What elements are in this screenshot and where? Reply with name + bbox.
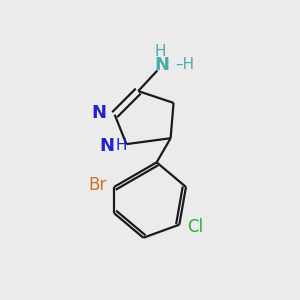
Text: N: N xyxy=(91,104,106,122)
Text: Cl: Cl xyxy=(187,218,203,236)
Text: H: H xyxy=(116,138,127,153)
Text: N: N xyxy=(100,136,115,154)
Text: Br: Br xyxy=(88,176,107,194)
Text: H: H xyxy=(154,44,166,59)
Text: –H: –H xyxy=(175,57,194,72)
Text: N: N xyxy=(154,56,169,74)
